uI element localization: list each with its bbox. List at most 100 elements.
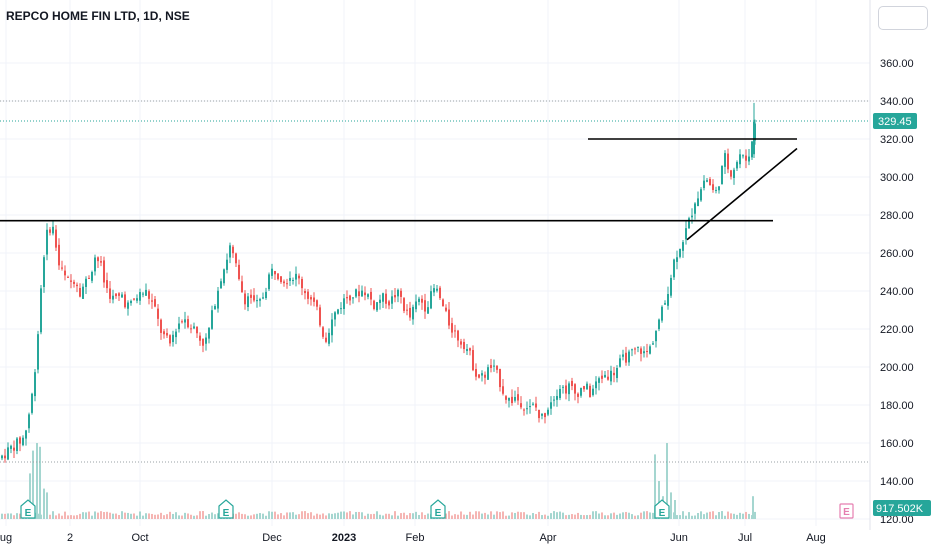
- candle-body: [424, 300, 426, 312]
- volume-bar: [4, 513, 6, 519]
- volume-spike: [29, 473, 31, 519]
- candle-body: [613, 372, 615, 376]
- candle-body: [61, 267, 63, 269]
- volume-bar: [73, 515, 75, 519]
- drawing-layer: [0, 100, 870, 463]
- volume-bar: [421, 512, 423, 519]
- earnings-marker: E: [654, 499, 670, 519]
- earnings-label: E: [223, 508, 230, 519]
- candle-body: [91, 271, 93, 281]
- earnings-label: E: [659, 508, 666, 519]
- volume-bar: [247, 515, 249, 519]
- volume-bar: [142, 515, 144, 519]
- volume-bar: [520, 512, 522, 519]
- volume-bar: [619, 513, 621, 519]
- volume-bar: [727, 511, 729, 519]
- candle-body: [484, 374, 486, 378]
- volume-bar: [103, 512, 105, 519]
- y-tick-label: 220.00: [880, 324, 914, 336]
- candle-body: [478, 374, 480, 378]
- candle-body: [64, 270, 66, 276]
- candle-body: [307, 291, 309, 299]
- volume-bar: [268, 511, 270, 519]
- volume-bar: [514, 512, 516, 519]
- candle-body: [415, 301, 417, 310]
- candle-body: [316, 300, 318, 307]
- volume-bar: [640, 512, 642, 519]
- candle-body: [334, 312, 336, 320]
- candle-body: [151, 300, 153, 302]
- candle-body: [19, 437, 21, 444]
- volume-bar: [1, 513, 3, 519]
- volume-bar: [49, 514, 51, 519]
- chart-settings-button[interactable]: [878, 6, 928, 30]
- volume-bar: [634, 515, 636, 519]
- volume-spike: [674, 500, 676, 519]
- candle-body: [469, 348, 471, 351]
- volume-bar: [418, 514, 420, 519]
- volume-bar: [328, 513, 330, 519]
- x-tick-label: 2023: [332, 532, 356, 544]
- candle-body: [442, 299, 444, 307]
- candle-body: [463, 341, 465, 350]
- candle-body: [622, 354, 624, 357]
- candle-body: [34, 372, 36, 397]
- candle-body: [430, 291, 432, 309]
- candle-body: [250, 294, 252, 298]
- volume-bar: [79, 513, 81, 519]
- volume-bar: [628, 512, 630, 519]
- volume-bar: [322, 513, 324, 519]
- candle-body: [388, 301, 390, 306]
- volume-bar: [193, 515, 195, 519]
- candle-body: [37, 334, 39, 370]
- volume-bar: [283, 515, 285, 519]
- candle-body: [691, 215, 693, 218]
- candle-body: [427, 307, 429, 314]
- candle-body: [358, 291, 360, 297]
- volume-bar: [571, 514, 573, 519]
- candle-body: [532, 403, 534, 405]
- candle-body: [547, 409, 549, 415]
- candle-body: [328, 332, 330, 344]
- y-tick-label: 280.00: [880, 210, 914, 222]
- candle-body: [310, 297, 312, 300]
- volume-bar: [52, 511, 54, 519]
- volume-bar: [415, 511, 417, 519]
- volume-bar: [505, 515, 507, 519]
- candle-body: [283, 281, 285, 284]
- volume-bar: [64, 511, 66, 519]
- candle-body: [445, 307, 447, 311]
- volume-bar: [517, 511, 519, 519]
- volume-bar: [559, 511, 561, 519]
- candle-body: [22, 437, 24, 446]
- candle-body: [148, 291, 150, 299]
- candle-body: [13, 447, 15, 451]
- volume-bar: [598, 513, 600, 519]
- candle-body: [511, 396, 513, 404]
- volume-bar: [730, 513, 732, 519]
- volume-bar: [175, 512, 177, 519]
- candle-body: [559, 388, 561, 399]
- chart-title: REPCO HOME FIN LTD, 1D, NSE: [6, 9, 190, 23]
- volume-spike: [670, 492, 672, 519]
- volume-spike: [658, 481, 660, 519]
- volume-bar: [133, 513, 135, 519]
- candle-body: [466, 349, 468, 352]
- candle-body: [31, 393, 33, 413]
- candle-body: [391, 296, 393, 304]
- candle-body: [106, 280, 108, 289]
- volume-bar: [715, 515, 717, 519]
- candle-body: [292, 280, 294, 282]
- y-tick-label: 140.00: [880, 476, 914, 488]
- x-tick-label: Oct: [131, 532, 148, 544]
- y-tick-label: 260.00: [880, 248, 914, 260]
- candle-body: [583, 386, 585, 390]
- candle-body: [538, 409, 540, 419]
- candle-body: [580, 388, 582, 396]
- volume-bar: [277, 514, 279, 519]
- volume-bar: [166, 514, 168, 519]
- candle-body: [742, 155, 744, 157]
- candle-body: [541, 413, 543, 416]
- volume-bar: [388, 513, 390, 519]
